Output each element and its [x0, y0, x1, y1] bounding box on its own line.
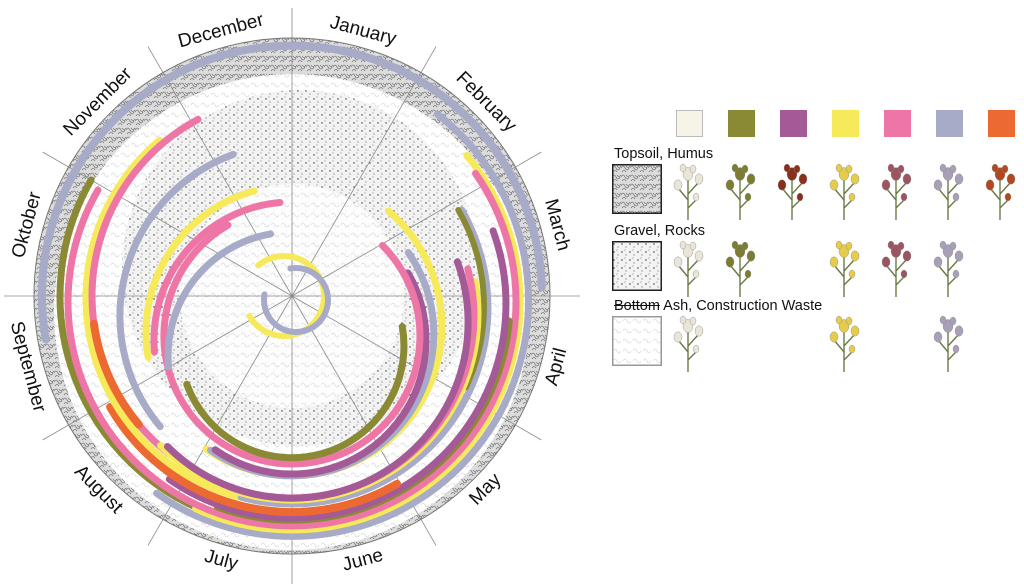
substrate-title: Topsoil, Humus [614, 146, 713, 162]
white-flower-sprig-icon [668, 237, 708, 304]
olive-bloom-spike-icon [720, 160, 760, 227]
dark-red-seed-cluster-icon [772, 160, 812, 227]
swatch-olive [728, 110, 755, 137]
month-divider-line [147, 46, 293, 297]
white-flower-sprig-icon [668, 312, 708, 379]
olive-bloom-arc [455, 207, 487, 391]
bloom-bands [37, 41, 546, 540]
orange-bloom-arc [106, 403, 401, 517]
purple-bloom-arc [211, 269, 430, 478]
olive-bloom-arc [183, 323, 408, 462]
outer-boundary [33, 37, 551, 555]
month-label-june: June [340, 545, 385, 576]
pink-bloom-arc [64, 170, 520, 530]
yellow-bloom-arc [142, 187, 258, 361]
purple-bloom-arc [165, 227, 510, 522]
yellow-bloom-arc [192, 151, 524, 534]
orange-bloom-arc [89, 319, 143, 429]
lavender-bloom-arc [237, 206, 492, 508]
substrate-texture-sample [612, 164, 662, 214]
lavender-herb-spike-icon [928, 312, 968, 379]
yellow-flower-sprig-icon [824, 237, 864, 304]
substrate-title: Bottom Ash, Construction Waste [614, 298, 822, 314]
substrate-texture-sample [612, 241, 662, 291]
lavender-bloom-arc [164, 230, 274, 371]
orange-seed-stalk-icon [980, 160, 1020, 227]
substrate-title-text: Topsoil, Humus [614, 146, 714, 162]
month-divider-line [42, 151, 293, 297]
yellow-flower-sprig-icon [824, 160, 864, 227]
swatch-pink [884, 110, 911, 137]
lavender-bloom-arc [153, 110, 532, 540]
yellow-bloom-arc [82, 136, 243, 501]
swatch-orange [988, 110, 1015, 137]
month-divider-line [291, 46, 437, 297]
swatch-yellow [832, 110, 859, 137]
substrate-texture-sample [612, 316, 662, 366]
pink-thistle-head-icon [876, 237, 916, 304]
month-label-july: July [202, 546, 241, 575]
struck-word: Bottom [614, 298, 660, 314]
lavender-bloom-arc [116, 150, 237, 431]
substrate-title-text: Gravel, Rocks [614, 223, 706, 239]
substrate-title: Gravel, Rocks [614, 223, 705, 239]
lavender-herb-spike-icon [928, 237, 968, 304]
lavender-bloom-arc [37, 41, 546, 344]
swatch-purple [780, 110, 807, 137]
olive-bloom-spike-icon [720, 237, 760, 304]
yellow-bloom-arc [246, 253, 328, 340]
lavender-bloom-arc [261, 265, 331, 335]
month-divider-line [291, 151, 542, 297]
pink-thistle-head-icon [876, 160, 916, 227]
month-label-april: April [541, 346, 571, 388]
pink-bloom-arc [150, 199, 284, 356]
yellow-flower-sprig-icon [824, 312, 864, 379]
phenology-wheel: JanuaryFebruaryMarchAprilMayJuneJulyAugu… [4, 8, 580, 584]
white-flower-sprig-icon [668, 160, 708, 227]
lavender-herb-spike-icon [928, 160, 968, 227]
swatch-lavender [936, 110, 963, 137]
substrate-title-text: Ash, Construction Waste [659, 298, 823, 314]
pink-bloom-arc [160, 221, 424, 468]
swatch-cream [676, 110, 703, 137]
purple-bloom-arc [164, 258, 472, 502]
